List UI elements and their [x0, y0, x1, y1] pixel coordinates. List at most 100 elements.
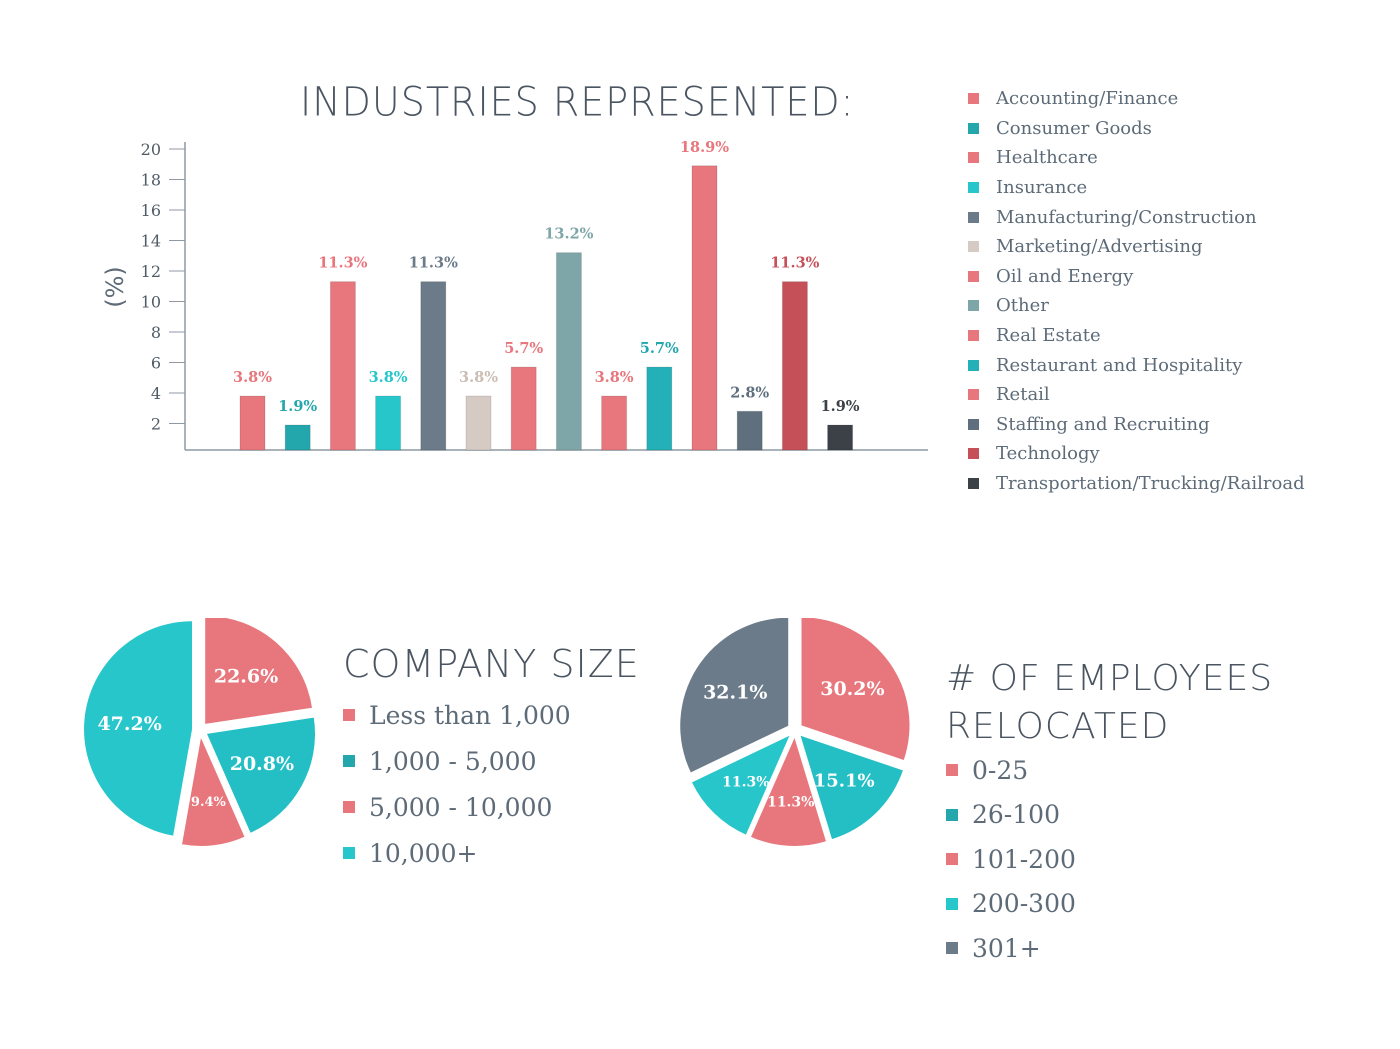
legend-label: 200-300	[972, 889, 1076, 919]
relocated-legend: 0-25 26-100 101-200 200-300 301+	[946, 748, 1076, 971]
legend-item: Less than 1,000	[343, 692, 571, 738]
legend-label: 5,000 - 10,000	[369, 792, 553, 822]
bar-data-label: 3.8%	[595, 369, 634, 386]
legend-item: Retail	[968, 380, 1305, 410]
pie-data-label: 20.8%	[230, 753, 294, 775]
bar-data-label: 3.8%	[459, 369, 498, 386]
pie-data-label: 15.1%	[814, 771, 875, 792]
legend-item: 10,000+	[343, 830, 571, 876]
pie-slice	[680, 618, 789, 773]
bar	[781, 281, 808, 451]
legend-item: Real Estate	[968, 321, 1305, 351]
legend-swatch	[343, 755, 355, 767]
legend-item: Technology	[968, 439, 1305, 469]
relocated-pie-chart: 30.2%15.1%11.3%11.3%32.1%	[680, 618, 910, 846]
bar-data-label: 18.9%	[680, 139, 729, 156]
bar-data-label: 3.8%	[369, 369, 408, 386]
legend-swatch	[343, 801, 355, 813]
legend-swatch	[946, 897, 958, 910]
legend-swatch	[968, 300, 979, 312]
bar	[375, 395, 402, 451]
bar	[510, 366, 537, 451]
legend-swatch	[968, 270, 979, 282]
company-size-title: COMPANY SIZE	[343, 642, 640, 686]
legend-swatch	[968, 182, 979, 194]
legend-swatch	[968, 389, 979, 401]
y-tick-label: 8	[151, 323, 161, 342]
legend-label: Healthcare	[996, 147, 1098, 169]
relocated-title-line1: # OF EMPLOYEES	[946, 658, 1274, 699]
bar-data-label: 13.2%	[544, 226, 593, 243]
legend-item: 5,000 - 10,000	[343, 784, 571, 830]
legend-swatch	[968, 241, 979, 253]
pie-data-label: 22.6%	[214, 665, 278, 687]
legend-label: Less than 1,000	[369, 700, 571, 730]
legend-swatch	[968, 330, 979, 342]
legend-swatch	[968, 448, 979, 460]
pie-slice	[692, 735, 790, 835]
bar	[691, 165, 718, 451]
legend-item: 200-300	[946, 882, 1076, 927]
legend-item: Manufacturing/Construction	[968, 202, 1305, 232]
legend-swatch	[946, 942, 958, 955]
relocated-title: # OF EMPLOYEES RELOCATED	[946, 655, 1273, 751]
bar	[329, 281, 356, 451]
legend-label: 0-25	[972, 755, 1029, 785]
y-tick-label: 10	[141, 293, 161, 312]
pie-slice	[84, 621, 193, 836]
legend-label: Retail	[996, 384, 1050, 406]
legend-swatch	[968, 122, 979, 134]
bar-data-label: 5.7%	[640, 340, 679, 357]
legend-label: 301+	[972, 933, 1041, 963]
legend-label: Marketing/Advertising	[996, 236, 1203, 258]
legend-item: Staffing and Recruiting	[968, 410, 1305, 440]
bar	[284, 424, 311, 451]
y-tick-label: 12	[141, 262, 161, 281]
pie-data-label: 11.3%	[722, 775, 769, 791]
legend-label: Accounting/Finance	[996, 88, 1179, 110]
legend-swatch	[968, 359, 979, 371]
bar	[736, 410, 763, 451]
legend-item: 26-100	[946, 793, 1076, 838]
bar-data-label: 11.3%	[770, 255, 819, 272]
bar-data-label: 5.7%	[504, 340, 543, 357]
pie-data-label: 9.4%	[191, 795, 227, 810]
legend-label: 1,000 - 5,000	[369, 746, 537, 776]
bar-data-label: 11.3%	[409, 255, 458, 272]
legend-label: Technology	[996, 443, 1100, 465]
y-tick-label: 18	[141, 171, 161, 190]
legend-item: Restaurant and Hospitality	[968, 350, 1305, 380]
legend-swatch	[968, 418, 979, 430]
bar	[601, 395, 628, 451]
legend-item: 1,000 - 5,000	[343, 738, 571, 784]
legend-item: Transportation/Trucking/Railroad	[968, 469, 1305, 499]
legend-label: Manufacturing/Construction	[996, 206, 1257, 228]
legend-item: 101-200	[946, 837, 1076, 882]
legend-item: Oil and Energy	[968, 262, 1305, 292]
pie-data-label: 11.3%	[767, 795, 814, 811]
industries-bar-chart: 2 4 6 8 10 12 14 16 18 20 (%) 3.8% 1.9% 11.3% 3.8% 11.3…	[101, 139, 928, 451]
legend-item: Consumer Goods	[968, 114, 1305, 144]
legend-swatch	[968, 93, 979, 105]
legend-item: Marketing/Advertising	[968, 232, 1305, 262]
legend-label: Insurance	[996, 177, 1088, 199]
bar	[420, 281, 447, 451]
legend-swatch	[968, 478, 979, 490]
pie-slice	[751, 737, 826, 846]
bar-data-label: 1.9%	[278, 398, 317, 415]
pie-slice	[207, 717, 316, 833]
legend-swatch	[968, 152, 979, 164]
legend-swatch	[343, 847, 355, 859]
legend-swatch	[343, 709, 355, 721]
y-tick-label: 4	[151, 384, 161, 403]
y-tick-label: 16	[141, 201, 161, 220]
legend-swatch	[946, 764, 958, 777]
pie-slice	[182, 737, 245, 846]
legend-label: Other	[996, 295, 1049, 317]
y-tick-label: 6	[151, 354, 161, 373]
y-axis-label: (%)	[101, 266, 129, 308]
legend-label: 26-100	[972, 800, 1060, 830]
bar-data-label: 2.8%	[730, 384, 769, 401]
legend-item: 301+	[946, 926, 1076, 971]
pie-data-label: 30.2%	[820, 678, 884, 700]
